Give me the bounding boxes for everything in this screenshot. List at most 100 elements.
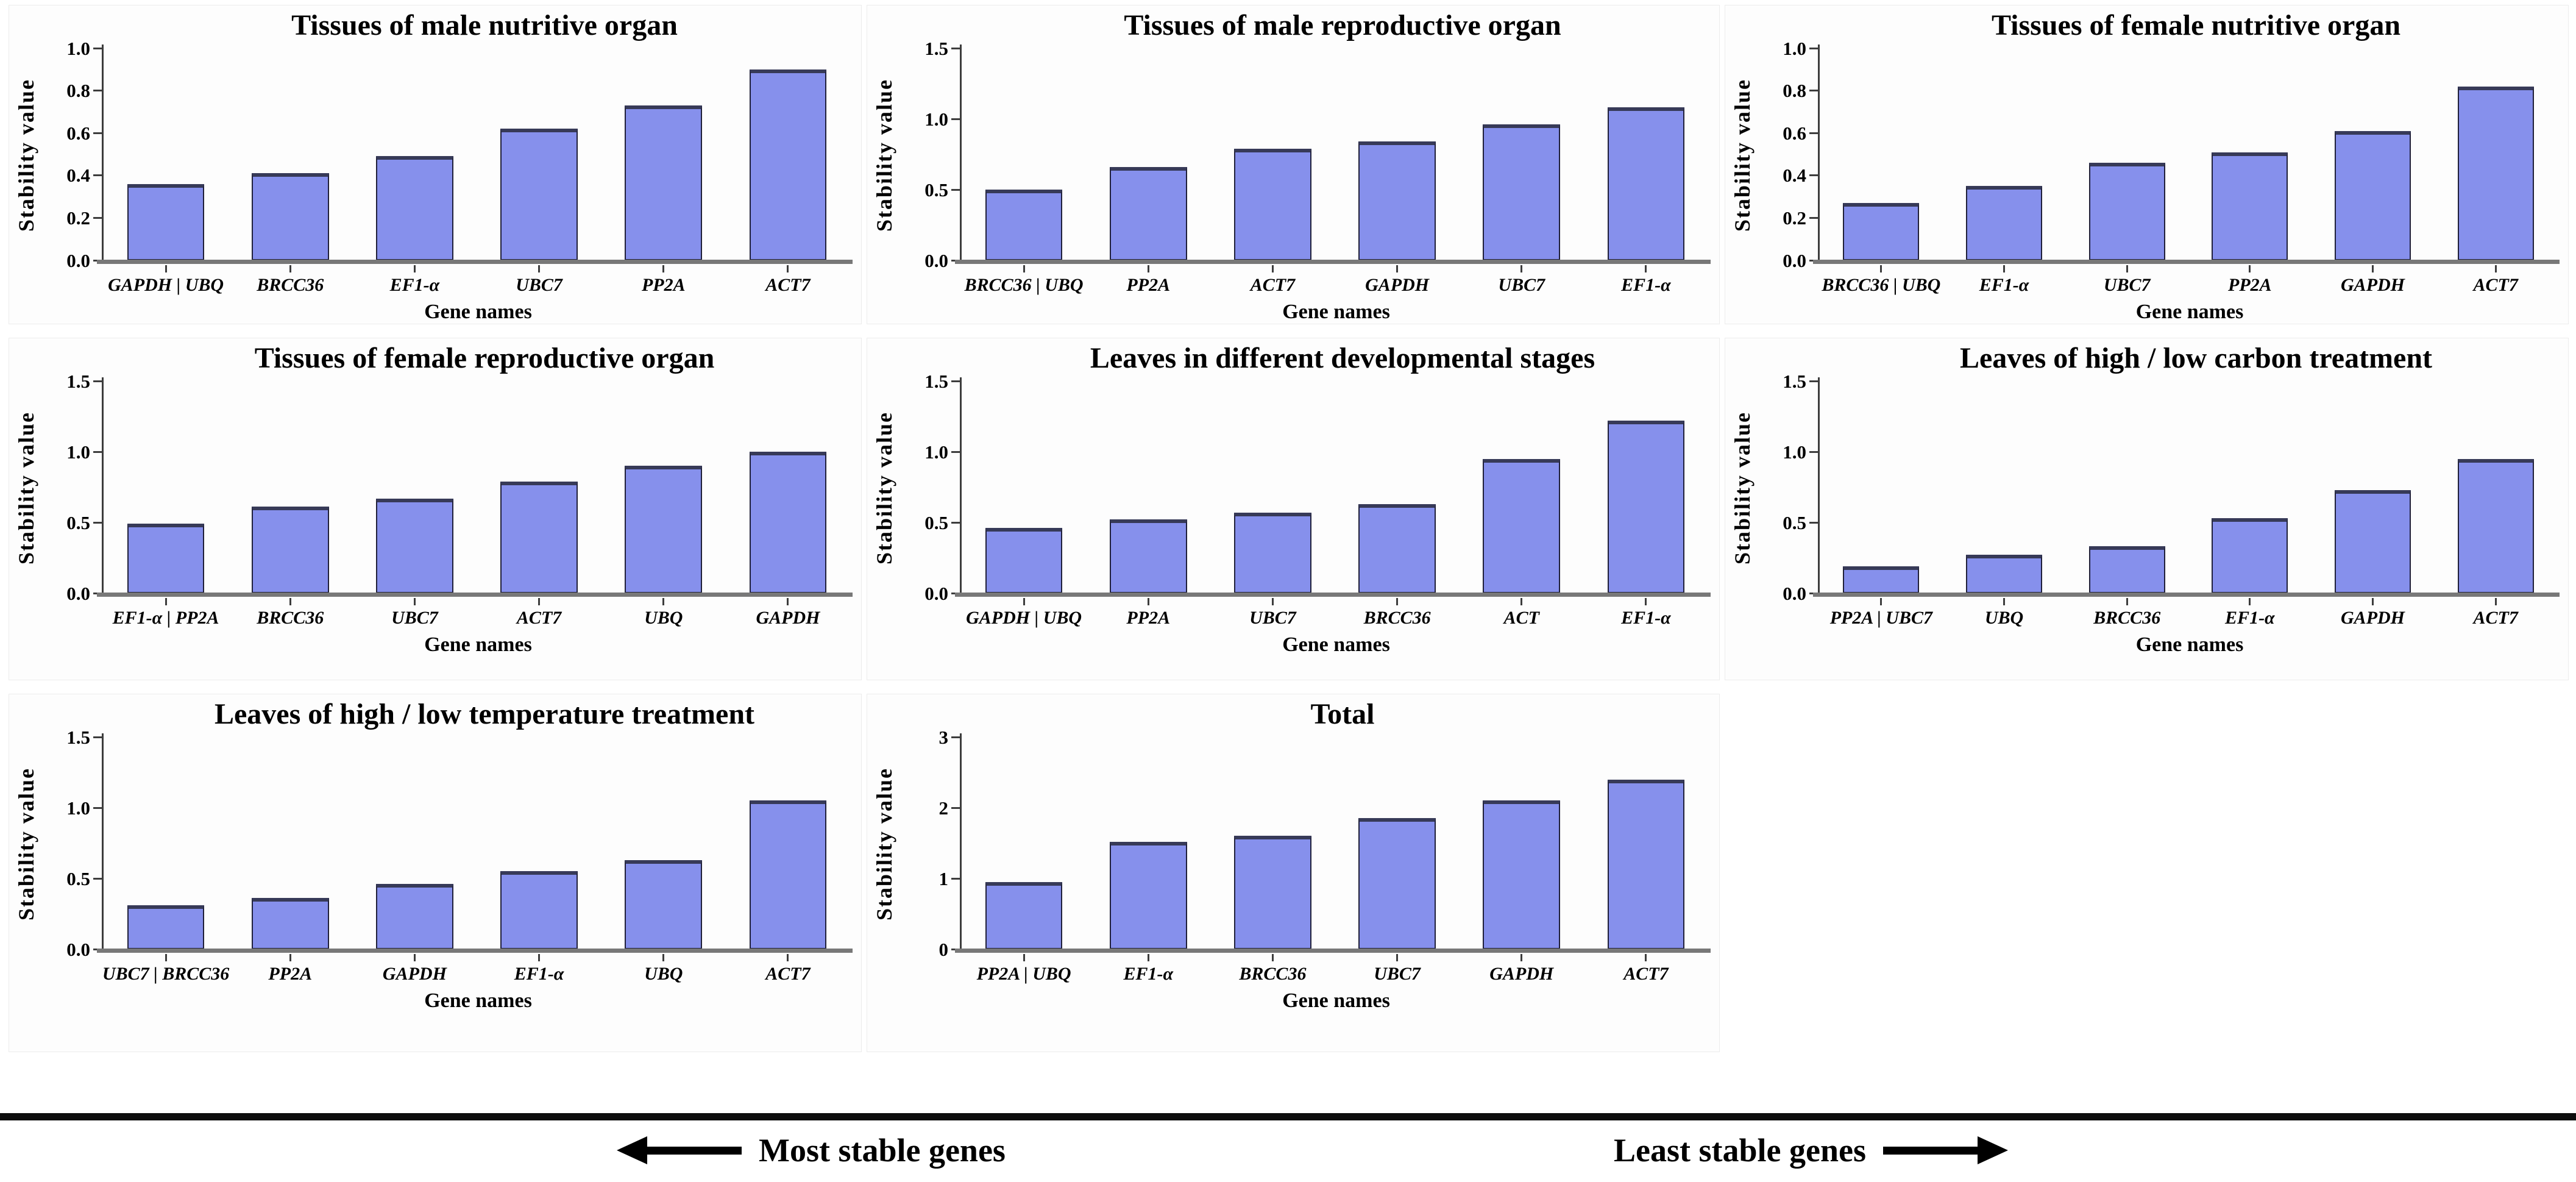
x-tick-mark: [413, 598, 416, 605]
footer-divider-line: [0, 1113, 2576, 1120]
bar-BRCC36 | UBQ: [985, 190, 1063, 260]
x-tick-mark: [1520, 598, 1523, 605]
gene-label-cell: PP2A | UBQ: [962, 954, 1086, 984]
gene-label-cell: UBC7: [2065, 265, 2188, 296]
bar-slot: [228, 45, 352, 260]
bar-GAPDH: [1358, 141, 1436, 260]
y-axis-tick: 1.5: [895, 369, 960, 393]
chart-panel-8: Total Stability value 0 1 2 3 PP2A | UBQ EF1-α B…: [867, 694, 1720, 1052]
gene-label-cell: BRCC36: [1210, 954, 1335, 984]
bar-slot: [2065, 377, 2188, 593]
gene-label: UBC7: [391, 608, 438, 628]
chart-panel-4: Tissues of female reproductive organ Stab…: [9, 338, 862, 680]
x-axis-line: [955, 593, 1711, 597]
bar-GAPDH: [749, 452, 827, 593]
x-axis-line: [1813, 260, 2560, 264]
chart-body: Stability value 0.0 0.5 1.0 1.5: [13, 728, 853, 959]
arrow-left-icon: [617, 1136, 742, 1164]
gene-labels-row: BRCC36 | UBQ EF1-α UBC7 PP2A GAPDH ACT7: [1820, 265, 2557, 296]
chart-body: Stability value 0.0 0.5 1.0 1.5: [13, 372, 853, 603]
y-axis-tick: 0.0: [37, 937, 102, 961]
gene-label-cell: ACT7: [1210, 265, 1335, 296]
y-tick-label: 1.0: [924, 108, 948, 130]
y-tick-label: 1.5: [66, 726, 90, 748]
gene-labels-row: GAPDH | UBQ PP2A UBC7 BRCC36 ACT EF1-α: [962, 598, 1708, 628]
bar-slot: [726, 733, 850, 949]
bar-BRCC36: [1358, 504, 1436, 593]
gene-label-cell: EF1-α | PP2A: [104, 598, 228, 628]
gene-label-cell: GAPDH: [2312, 598, 2435, 628]
y-tick-label: 1.5: [924, 37, 948, 59]
bar-GAPDH: [2335, 490, 2411, 593]
gene-label: BRCC36: [257, 275, 324, 295]
y-tick-label: 1.0: [924, 441, 948, 463]
gene-labels-row: PP2A | UBC7 UBQ BRCC36 EF1-α GAPDH ACT7: [1820, 598, 2557, 628]
y-tick-mark: [1809, 47, 1818, 49]
x-axis-line: [1813, 593, 2560, 597]
y-tick-label: 0.5: [66, 867, 90, 889]
bar-ACT: [1483, 459, 1561, 593]
y-axis-line: [102, 733, 104, 949]
y-tick-label: 0.8: [1783, 80, 1806, 102]
bar-slot: [726, 377, 850, 593]
y-axis-tick: 1.0: [37, 36, 102, 60]
x-tick-mark: [2126, 598, 2128, 605]
bar-slot: [1460, 377, 1584, 593]
bar-EF1-α: [1607, 107, 1685, 260]
gene-label: UBQ: [644, 608, 683, 628]
y-axis-tick: 0.5: [37, 510, 102, 535]
x-tick-mark: [289, 598, 291, 605]
gene-label: GAPDH | UBQ: [966, 608, 1082, 628]
gene-label: ACT7: [1250, 275, 1296, 295]
gene-label: ACT7: [1623, 964, 1669, 984]
gene-label-cell: PP2A: [228, 954, 352, 984]
bar-slot: [2312, 45, 2435, 260]
chart-body: Stability value 0.0 0.5 1.0 1.5: [871, 372, 1711, 603]
x-tick-mark: [289, 954, 291, 961]
bar-slot: [1820, 45, 1943, 260]
y-axis-tick: 0.4: [37, 163, 102, 188]
gene-labels-row: EF1-α | PP2A BRCC36 UBC7 ACT7 UBQ GAPDH: [104, 598, 850, 628]
y-axis-label: Stability value: [14, 78, 38, 232]
y-tick-label: 0.8: [66, 80, 90, 102]
y-axis-tick: 1.0: [37, 440, 102, 464]
bar-slot: [2434, 377, 2557, 593]
gene-label-cell: ACT: [1460, 598, 1584, 628]
x-tick-mark: [787, 954, 789, 961]
y-tick-label: 0.5: [66, 511, 90, 533]
bar-PP2A: [1109, 519, 1187, 593]
y-tick-mark: [1809, 521, 1818, 524]
bar-PP2A: [251, 898, 329, 949]
bar-GAPDH: [1483, 800, 1561, 949]
bar-EF1-α | PP2A: [127, 524, 205, 593]
gene-label: GAPDH: [2341, 275, 2405, 295]
bar-BRCC36 | UBQ: [1843, 203, 1920, 260]
bar-ACT7: [1234, 149, 1311, 260]
bar-slot: [2188, 45, 2312, 260]
y-axis-tick: 1.5: [1753, 369, 1818, 393]
bar-slot: [1335, 45, 1460, 260]
gene-label-cell: BRCC36: [228, 265, 352, 296]
gene-label-cell: UBQ: [601, 954, 726, 984]
y-tick-mark: [93, 47, 102, 49]
chart-title: Tissues of female nutritive organ: [1991, 9, 2401, 41]
bar-slot: [962, 45, 1086, 260]
plot-area: [1820, 377, 2557, 593]
gene-label: GAPDH: [1365, 275, 1430, 295]
plot-area: [962, 45, 1708, 260]
gene-labels-row: BRCC36 | UBQ PP2A ACT7 GAPDH UBC7 EF1-α: [962, 265, 1708, 296]
y-tick-mark: [93, 380, 102, 382]
gene-label-cell: ACT7: [726, 265, 850, 296]
bar-slot: [1086, 733, 1210, 949]
gene-label: EF1-α: [1123, 964, 1174, 984]
bar-ACT7: [500, 482, 578, 593]
bar-slot: [1210, 45, 1335, 260]
gene-label: UBC7: [516, 275, 562, 295]
y-axis-tick: 3: [895, 725, 960, 749]
gene-label-cell: UBC7: [477, 265, 601, 296]
x-tick-mark: [165, 265, 167, 272]
x-tick-mark: [2494, 598, 2497, 605]
plot-area: [962, 733, 1708, 949]
y-tick-label: 0.4: [1783, 165, 1806, 187]
